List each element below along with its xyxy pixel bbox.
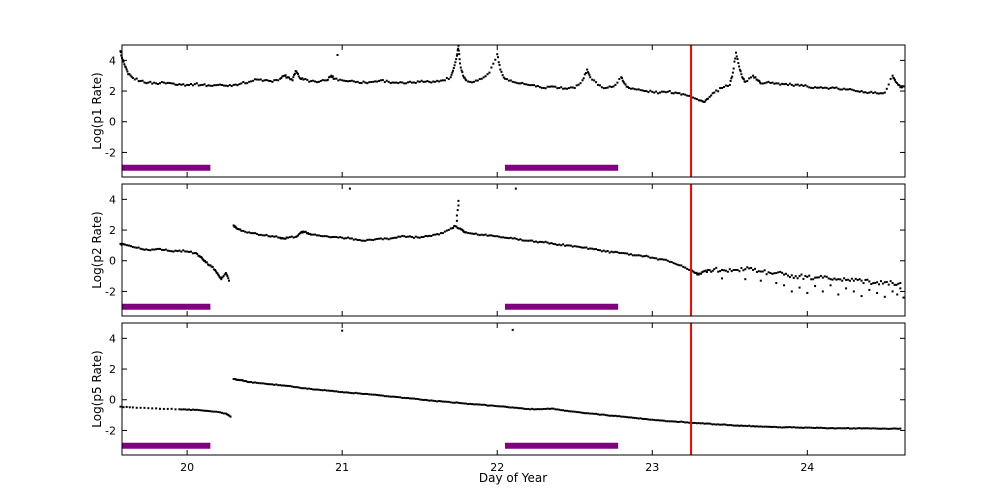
- svg-text:2: 2: [109, 363, 116, 376]
- svg-text:-2: -2: [105, 146, 116, 159]
- svg-text:0: 0: [109, 255, 116, 268]
- y-axis-label-panel2: Log(p2 Rate): [90, 211, 104, 289]
- svg-text:4: 4: [109, 54, 116, 67]
- svg-text:2: 2: [109, 224, 116, 237]
- svg-text:-2: -2: [105, 424, 116, 437]
- svg-text:0: 0: [109, 394, 116, 407]
- svg-text:20: 20: [180, 461, 194, 474]
- y-axis-label-panel1: Log(p1 Rate): [90, 72, 104, 150]
- svg-text:-2: -2: [105, 285, 116, 298]
- svg-text:21: 21: [335, 461, 349, 474]
- svg-text:4: 4: [109, 332, 116, 345]
- svg-text:23: 23: [645, 461, 659, 474]
- svg-text:22: 22: [490, 461, 504, 474]
- svg-text:0: 0: [109, 116, 116, 129]
- y-axis-label-panel3: Log(p5 Rate): [90, 350, 104, 428]
- x-axis-label: Day of Year: [478, 471, 548, 485]
- svg-text:4: 4: [109, 193, 116, 206]
- svg-text:2: 2: [109, 85, 116, 98]
- svg-text:24: 24: [800, 461, 814, 474]
